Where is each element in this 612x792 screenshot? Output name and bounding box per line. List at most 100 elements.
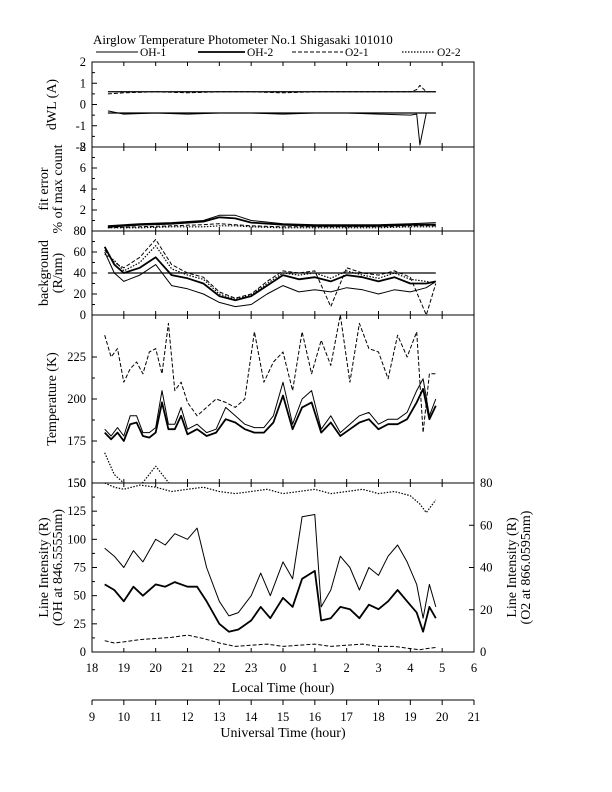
y-tick-label: 1 xyxy=(80,76,86,90)
universal-time-tick-label: 15 xyxy=(277,710,290,724)
local-time-axis-label: Local Time (hour) xyxy=(232,681,335,696)
y-axis-label: Line Intensity (R) xyxy=(37,517,52,618)
y-tick-label: 6 xyxy=(80,161,86,175)
legend-label: OH-2 xyxy=(247,47,273,59)
y-tick-label: 20 xyxy=(74,287,87,301)
legend-entry-o2-2: O2-2 xyxy=(402,47,461,59)
y-tick-label: -1 xyxy=(76,119,86,133)
panel-frame xyxy=(91,146,475,232)
panel-series xyxy=(107,84,436,146)
universal-time-tick-label: 17 xyxy=(340,710,353,724)
y-tick-label: 0 xyxy=(80,308,86,322)
legend-label: O2-1 xyxy=(345,47,369,59)
y-tick-label: 150 xyxy=(67,476,86,490)
y-axis-label-secondary: % of max count xyxy=(51,144,66,233)
y-tick-label: 100 xyxy=(67,532,86,546)
y-tick-label: 225 xyxy=(67,350,86,364)
local-time-tick-label: 1 xyxy=(312,661,318,675)
series-o2-2 xyxy=(104,452,170,483)
y-tick-label: 0 xyxy=(80,98,86,112)
local-time-tick-label: 19 xyxy=(118,661,131,675)
series-oh-1 xyxy=(104,514,437,619)
y-tick-label: 175 xyxy=(67,434,86,448)
panel-series xyxy=(103,238,437,315)
universal-time-tick-label: 9 xyxy=(89,710,95,724)
universal-time-tick-label: 18 xyxy=(372,710,385,724)
y-tick-label: 200 xyxy=(67,392,86,406)
right-y-axis-label-secondary: (O2 at 866.0595nm) xyxy=(519,510,534,624)
legend-entry-o2-1: O2-1 xyxy=(292,47,369,59)
series-oh-1 xyxy=(104,378,437,437)
universal-time-tick-label: 11 xyxy=(150,710,162,724)
y-axis-label-secondary: (OH at 846.5555nm) xyxy=(51,509,66,626)
local-time-tick-label: 18 xyxy=(86,661,99,675)
y-tick-label: 8 xyxy=(80,140,86,154)
local-time-tick-label: 21 xyxy=(181,661,194,675)
panel-series xyxy=(104,315,437,483)
panel-frame xyxy=(91,482,475,653)
local-time-tick-label: 22 xyxy=(213,661,226,675)
y-tick-label: 80 xyxy=(74,224,87,238)
series-oh-1 xyxy=(104,251,437,308)
y-tick-label: -2 xyxy=(76,140,86,154)
panel-series xyxy=(107,214,436,229)
panel-fit_error: 0 2 4 6 8 fit error% of max count xyxy=(37,140,475,238)
series-o2-1 xyxy=(104,238,437,315)
panel-frame xyxy=(91,314,475,484)
right-y-axis-label: Line Intensity (R) xyxy=(505,517,520,618)
universal-time-tick-label: 12 xyxy=(181,710,194,724)
local-time-tick-label: 3 xyxy=(375,661,381,675)
local-time-tick-label: 4 xyxy=(407,661,414,675)
right-y-tick-label: 40 xyxy=(480,561,493,575)
local-time-tick-label: 20 xyxy=(149,661,162,675)
universal-time-tick-label: 21 xyxy=(468,710,481,724)
series-oh-1 xyxy=(107,214,436,227)
y-tick-label: 4 xyxy=(80,182,87,196)
y-axis-label: Temperature (K) xyxy=(45,352,60,446)
chart-title: Airglow Temperature Photometer No.1 Shig… xyxy=(93,32,393,47)
series-o2-1 xyxy=(104,315,436,434)
local-time-tick-label: 2 xyxy=(344,661,350,675)
series-oh-1 xyxy=(107,110,436,146)
y-tick-label: 125 xyxy=(67,504,86,518)
universal-time-tick-label: 19 xyxy=(404,710,417,724)
series-oh-2 xyxy=(104,387,437,442)
universal-time-tick-label: 14 xyxy=(245,710,258,724)
legend: OH-1 OH-2 O2-1 O2-2 xyxy=(96,47,461,59)
series-o2-1 xyxy=(104,634,436,651)
bottom-axes: Local Time (hour) Universal Time (hour) … xyxy=(86,661,481,741)
y-tick-label: 25 xyxy=(74,617,87,631)
y-axis-label: background xyxy=(37,240,52,306)
universal-time-tick-label: 13 xyxy=(213,710,226,724)
universal-time-tick-label: 10 xyxy=(118,710,131,724)
y-tick-label: 2 xyxy=(80,55,86,69)
series-o2-2 xyxy=(104,483,437,514)
panels: -2 -1 0 1 2 dWL (A) 0 2 4 6 8 fit error% of max cou… xyxy=(37,55,534,659)
y-axis-label-secondary: (R/nm) xyxy=(51,252,66,293)
right-y-tick-label: 0 xyxy=(480,645,486,659)
panel-temperature: 150 175 200 225 Temperature (K) xyxy=(45,314,475,490)
legend-label: OH-1 xyxy=(140,47,166,59)
series-oh-2 xyxy=(103,246,436,302)
y-tick-label: 0 xyxy=(80,224,86,238)
panel-frame xyxy=(91,61,475,148)
right-y-tick-label: 60 xyxy=(480,518,493,532)
y-tick-label: 50 xyxy=(74,589,87,603)
y-tick-label: 40 xyxy=(74,266,87,280)
universal-time-tick-label: 20 xyxy=(436,710,449,724)
right-y-tick-label: 20 xyxy=(480,603,493,617)
series-o2-2 xyxy=(107,225,436,229)
legend-label: O2-2 xyxy=(437,47,461,59)
local-time-tick-label: 23 xyxy=(245,661,258,675)
universal-time-tick-label: 16 xyxy=(309,710,322,724)
universal-time-axis-label: Universal Time (hour) xyxy=(220,726,346,741)
legend-entry-oh-2: OH-2 xyxy=(198,47,273,59)
local-time-tick-label: 5 xyxy=(439,661,445,675)
y-tick-label: 60 xyxy=(74,245,87,259)
series-o2-1 xyxy=(107,223,436,229)
y-tick-label: 2 xyxy=(80,203,86,217)
panel-series xyxy=(104,483,437,651)
panel-background: 0 20 40 60 80 background (R/nm) xyxy=(37,224,475,322)
